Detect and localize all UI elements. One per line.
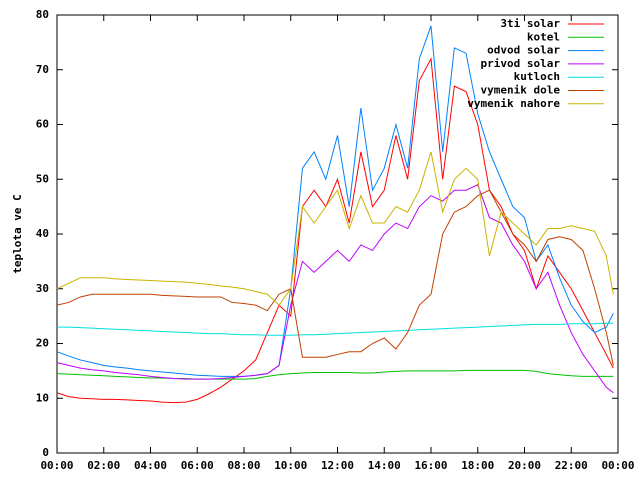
x-tick-label: 02:00	[87, 459, 120, 472]
series-line	[56, 57, 614, 404]
y-tick-label: 50	[36, 172, 49, 185]
x-tick-label: 20:00	[508, 459, 541, 472]
y-tick-label: 10	[36, 391, 49, 404]
x-tick-label: 00:00	[601, 459, 634, 472]
x-tick-label: 12:00	[321, 459, 354, 472]
series-line	[56, 189, 614, 366]
series-line	[56, 369, 614, 380]
x-tick-label: 10:00	[274, 459, 307, 472]
series-line	[56, 25, 614, 377]
legend-label: vymenik nahore	[467, 97, 560, 110]
y-tick-label: 0	[42, 446, 49, 459]
x-tick-label: 18:00	[461, 459, 494, 472]
y-tick-label: 60	[36, 118, 49, 131]
y-tick-label: 80	[36, 8, 49, 21]
x-tick-label: 14:00	[368, 459, 401, 472]
y-tick-label: 20	[36, 337, 49, 350]
y-tick-label: 70	[36, 63, 49, 76]
x-tick-label: 06:00	[181, 459, 214, 472]
y-tick-label: 30	[36, 282, 49, 295]
x-tick-label: 16:00	[414, 459, 447, 472]
y-tick-label: 40	[36, 227, 49, 240]
legend-label: vymenik dole	[481, 84, 561, 97]
series-line	[56, 151, 614, 306]
series-line	[57, 322, 614, 336]
x-tick-label: 22:00	[555, 459, 588, 472]
legend-label: privod solar	[481, 57, 561, 70]
series-line	[56, 184, 614, 394]
x-tick-label: 00:00	[40, 459, 73, 472]
x-tick-label: 04:00	[134, 459, 167, 472]
legend-label: 3ti solar	[500, 17, 560, 30]
legend-label: kotel	[527, 30, 560, 43]
x-tick-label: 08:00	[227, 459, 260, 472]
legend-label: odvod solar	[487, 44, 560, 57]
legend-label: kutloch	[514, 70, 560, 83]
y-axis-label: teplota ve C	[11, 194, 24, 273]
